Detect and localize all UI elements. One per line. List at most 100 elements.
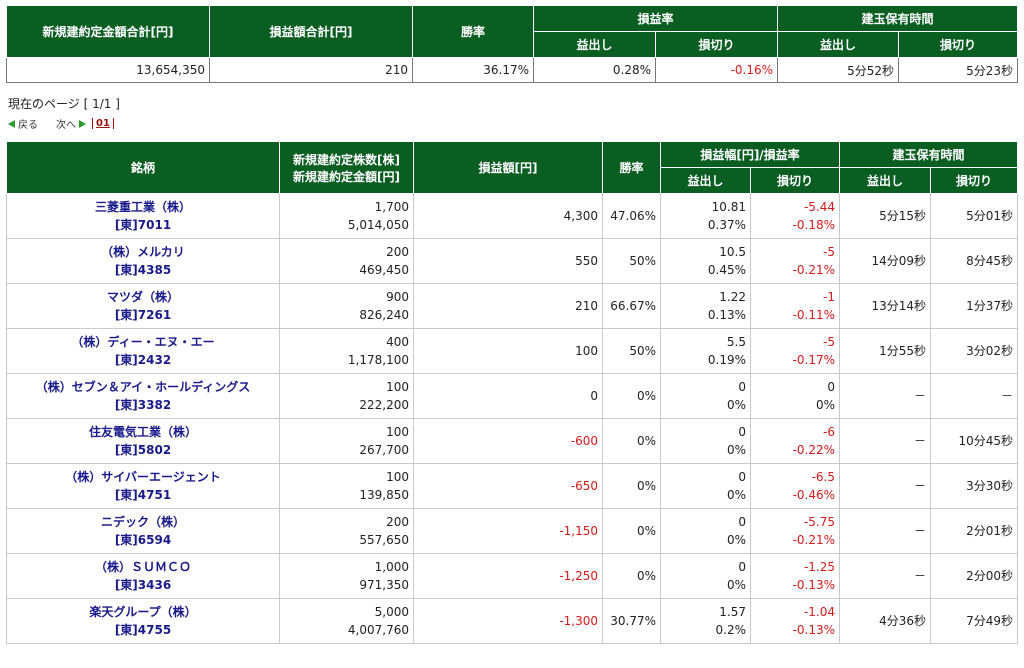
win-rate-cell: 0% — [602, 553, 661, 599]
hold-loss-cell: 2分01秒 — [930, 508, 1019, 554]
header-hold-loss: 損切り — [898, 31, 1019, 58]
win-rate-cell: 0% — [602, 508, 661, 554]
stock-name-link[interactable]: マツダ（株） — [106, 290, 179, 304]
stock-code-link[interactable]: [東]2432 — [114, 353, 172, 367]
hold-profit-cell: － — [839, 508, 932, 554]
shares-value: 200 — [386, 245, 409, 259]
stock-code-link[interactable]: [東]6594 — [114, 533, 172, 547]
header-hold-loss-detail: 損切り — [930, 167, 1019, 194]
table-row: （株）ディー・エヌ・エー [東]2432 400 1,178,100 100 50% 5.5… — [6, 328, 1019, 374]
loss-width-value: -1.25 — [803, 560, 836, 574]
amount-value: 469,450 — [359, 263, 409, 277]
stock-name-link[interactable]: 楽天グループ（株） — [89, 605, 197, 619]
stock-name-link[interactable]: （株）サイバーエージェント — [65, 470, 221, 484]
summary-table: 新規建約定金額合計[円] 損益額合計[円] 勝率 損益率 建玉保有時間 益出し … — [6, 5, 1019, 83]
page-number-link[interactable]: 01 — [92, 118, 114, 129]
header-hold-profit: 益出し — [777, 31, 900, 58]
stock-code-link[interactable]: [東]5802 — [114, 443, 172, 457]
stock-code-link[interactable]: [東]3436 — [114, 578, 172, 592]
shares-value: 1,000 — [374, 560, 409, 574]
header-total-pl: 損益額合計[円] — [209, 5, 413, 58]
hold-profit-cell: － — [839, 463, 932, 509]
stock-name-link[interactable]: 三菱重工業（株） — [94, 200, 191, 214]
profit-rate-value: 0.13% — [707, 308, 746, 322]
next-link[interactable]: 次へ — [56, 120, 76, 131]
table-row: 三菱重工業（株） [東]7011 1,700 5,014,050 4,300 47.06%… — [6, 193, 1019, 239]
loss-width-value: -5 — [823, 245, 836, 259]
stock-code-link[interactable]: [東]4751 — [114, 488, 172, 502]
loss-rate-value: -0.13% — [792, 623, 836, 637]
profit-width-value: 1.22 — [719, 290, 746, 304]
profit-rate-value: 0% — [726, 488, 746, 502]
stock-name-link[interactable]: （株）ディー・エヌ・エー — [71, 335, 215, 349]
header-amount: 新規建約定金額[円] — [293, 169, 400, 184]
loss-width-value: -5.44 — [803, 200, 836, 214]
amount-value: 267,700 — [359, 443, 409, 457]
hold-profit-cell: － — [839, 373, 932, 419]
hold-profit-cell: 13分14秒 — [839, 283, 932, 329]
stock-name-link[interactable]: （株）ＳＵＭＣＯ — [94, 560, 191, 574]
hold-profit-cell: 5分15秒 — [839, 193, 932, 239]
profit-width-cell: 0 0% — [660, 508, 751, 554]
table-row: 住友電気工業（株） [東]5802 100 267,700 -600 0% 0 0% -6 -0.… — [6, 418, 1019, 464]
amount-value: 557,650 — [359, 533, 409, 547]
header-pl-rate-profit: 益出し — [533, 31, 656, 58]
win-rate-cell: 50% — [602, 328, 661, 374]
table-row: （株）メルカリ [東]4385 200 469,450 550 50% 10.5 0.45% -… — [6, 238, 1019, 284]
stock-name-link[interactable]: 住友電気工業（株） — [88, 425, 197, 439]
stock-code-link[interactable]: [東]4755 — [114, 623, 172, 637]
stock-name-link[interactable]: （株）メルカリ — [101, 245, 185, 259]
profit-width-value: 10.81 — [711, 200, 746, 214]
profit-width-cell: 0 0% — [660, 553, 751, 599]
header-shares: 新規建約定株数[株] — [293, 152, 400, 167]
shares-value: 400 — [386, 335, 409, 349]
stock-code-link[interactable]: [東]4385 — [114, 263, 172, 277]
pl-amount-cell: 550 — [413, 238, 603, 284]
hold-loss-cell: 3分02秒 — [930, 328, 1019, 374]
shares-value: 100 — [386, 380, 409, 394]
header-pl-rate: 損益率 — [532, 5, 779, 32]
shares-amount-cell: 400 1,178,100 — [279, 328, 414, 374]
stock-code-link[interactable]: [東]7261 — [114, 308, 172, 322]
stock-name-link[interactable]: （株）セブン＆アイ・ホールディングス — [35, 380, 251, 394]
profit-width-value: 5.5 — [726, 335, 746, 349]
profit-width-value: 0 — [738, 560, 746, 574]
summary-total-amount: 13,654,350 — [6, 57, 210, 83]
stock-code-link[interactable]: [東]7011 — [114, 218, 172, 232]
table-row: 楽天グループ（株） [東]4755 5,000 4,007,760 -1,300 30.7… — [6, 598, 1019, 644]
profit-width-value: 0 — [738, 425, 746, 439]
shares-amount-cell: 1,000 971,350 — [279, 553, 414, 599]
summary-win-rate: 36.17% — [412, 57, 534, 83]
loss-width-cell: -5.44 -0.18% — [749, 193, 841, 239]
loss-width-cell: 0 0% — [749, 373, 841, 419]
loss-width-cell: -1.25 -0.13% — [749, 553, 841, 599]
stock-cell: （株）ディー・エヌ・エー [東]2432 — [6, 328, 280, 374]
win-rate-cell: 30.77% — [602, 598, 661, 644]
profit-rate-value: 0% — [726, 533, 746, 547]
profit-width-cell: 1.22 0.13% — [660, 283, 751, 329]
summary-pl-rate-profit: 0.28% — [533, 57, 656, 83]
shares-value: 5,000 — [374, 605, 409, 619]
shares-amount-cell: 100 139,850 — [279, 463, 414, 509]
loss-rate-value: -0.17% — [792, 353, 836, 367]
loss-width-value: -5.75 — [803, 515, 836, 529]
shares-value: 900 — [386, 290, 409, 304]
loss-rate-value: -0.21% — [792, 263, 836, 277]
shares-amount-cell: 100 222,200 — [279, 373, 414, 419]
stock-cell: （株）ＳＵＭＣＯ [東]3436 — [6, 553, 280, 599]
loss-width-cell: -5.75 -0.21% — [749, 508, 841, 554]
header-pl-rate-loss: 損切り — [654, 31, 779, 58]
stock-name-link[interactable]: ニデック（株） — [100, 515, 185, 529]
back-link[interactable]: 戻る — [18, 120, 38, 131]
stock-cell: 住友電気工業（株） [東]5802 — [6, 418, 280, 464]
loss-width-cell: -6.5 -0.46% — [749, 463, 841, 509]
profit-rate-value: 0% — [726, 398, 746, 412]
profit-rate-value: 0.45% — [707, 263, 746, 277]
header-pl-width-rate: 損益幅[円]/損益率 — [659, 141, 841, 168]
pl-amount-cell: 0 — [413, 373, 603, 419]
hold-profit-cell: － — [839, 553, 932, 599]
detail-body: 三菱重工業（株） [東]7011 1,700 5,014,050 4,300 47.06%… — [6, 193, 1019, 644]
stock-code-link[interactable]: [東]3382 — [114, 398, 172, 412]
table-row: （株）セブン＆アイ・ホールディングス [東]3382 100 222,200 0 0% 0 0… — [6, 373, 1019, 419]
loss-rate-value: -0.18% — [792, 218, 836, 232]
